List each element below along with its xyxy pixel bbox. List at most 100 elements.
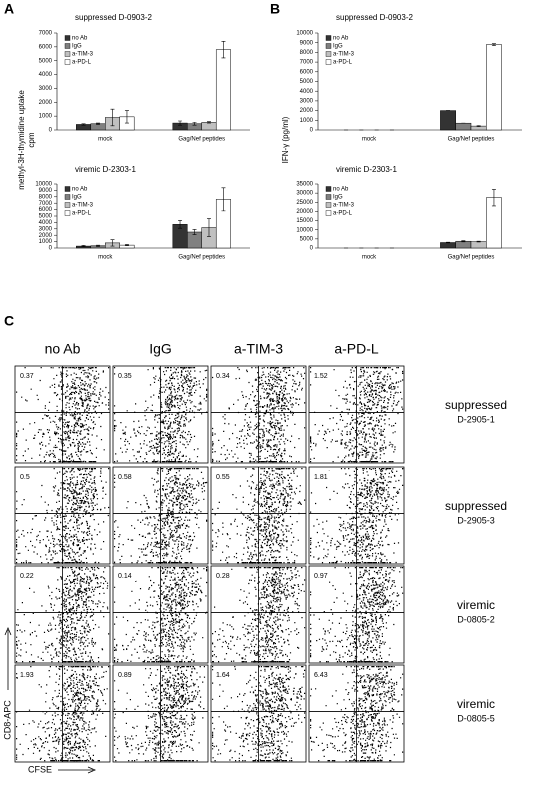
y-tick-label: 6000 <box>39 207 53 213</box>
dots <box>53 468 110 525</box>
label-bg <box>116 471 136 482</box>
y-tick-label: 7000 <box>39 31 53 37</box>
label-bg <box>18 570 38 581</box>
percentage: 0.28 <box>216 573 230 580</box>
percentage: 0.55 <box>216 474 230 481</box>
legend-swatch <box>64 43 71 49</box>
label-bg <box>18 370 38 381</box>
dot-plot <box>212 468 306 564</box>
dots <box>227 567 306 642</box>
y-tick-label: 0 <box>310 128 314 134</box>
column-header: no Ab <box>45 341 81 357</box>
legend-label: no Ab <box>333 187 349 193</box>
dot-plot <box>114 666 206 762</box>
y-tick-label: 4000 <box>39 72 53 78</box>
percentage: 0.89 <box>118 672 132 679</box>
panel-label: B <box>270 1 280 17</box>
legend-label: no Ab <box>72 187 88 193</box>
y-tick-label: 5000 <box>300 236 314 242</box>
error-bar <box>110 239 115 247</box>
bar <box>215 49 231 131</box>
y-axis-label: cpm <box>27 132 36 147</box>
percentage: 0.5 <box>20 474 30 481</box>
dot-plot <box>114 367 208 463</box>
percentage: 0.14 <box>118 573 132 580</box>
dots <box>338 376 397 463</box>
bar <box>201 122 217 131</box>
chart-title: viremic D-2303-1 <box>75 165 136 174</box>
legend-swatch <box>325 51 332 57</box>
y-tick-label: 6000 <box>300 69 314 75</box>
legend-swatch <box>64 194 71 200</box>
legend-swatch <box>325 59 332 65</box>
error-bar <box>491 189 496 207</box>
legend-label: IgG <box>333 195 343 201</box>
dots <box>50 567 109 628</box>
chart-title: viremic D-2303-1 <box>336 165 397 174</box>
y-tick-label: 1000 <box>300 118 314 124</box>
dots <box>16 609 96 663</box>
dot-plot <box>16 367 110 463</box>
y-tick-label: 5000 <box>39 214 53 220</box>
error-bar <box>96 122 101 125</box>
bar <box>455 240 472 249</box>
label-bg <box>116 669 136 680</box>
label-bg <box>214 471 234 482</box>
label-bg <box>214 370 234 381</box>
error-bar <box>192 229 197 235</box>
x-tick-label: Gag/Nef peptides <box>178 255 225 261</box>
legend-label: no Ab <box>333 36 349 42</box>
label-bg <box>214 570 234 581</box>
bar <box>486 44 502 131</box>
label-bg <box>214 669 234 680</box>
y-tick-label: 0 <box>310 246 314 252</box>
x-tick-label: mock <box>362 255 377 261</box>
y-tick-label: 5000 <box>39 58 53 64</box>
error-bar <box>178 120 183 126</box>
label-bg <box>312 370 332 381</box>
y-tick-label: 10000 <box>35 182 52 188</box>
dots <box>114 410 191 463</box>
row-label: D-0805-5 <box>457 713 495 723</box>
y-tick-label: 2000 <box>39 100 53 106</box>
y-tick-label: 8000 <box>39 194 53 200</box>
legend-label: IgG <box>333 44 343 50</box>
percentage: 0.22 <box>20 573 34 580</box>
label-bg <box>312 570 332 581</box>
error-bar <box>192 122 197 126</box>
y-tick-label: 5000 <box>300 79 314 85</box>
label-bg <box>18 471 38 482</box>
legend-swatch <box>64 59 71 65</box>
legend-label: a-PD-L <box>333 60 353 66</box>
y-tick-label: 20000 <box>296 209 313 215</box>
panel-label: A <box>4 1 14 17</box>
y-tick-label: 10000 <box>296 227 313 233</box>
error-bar <box>476 125 481 127</box>
percentage: 6.43 <box>314 672 328 679</box>
error-bar <box>221 187 226 212</box>
legend-label: a-PD-L <box>72 60 92 66</box>
percentage: 0.34 <box>216 373 230 380</box>
error-bar <box>96 244 101 247</box>
x-tick-label: mock <box>362 137 377 143</box>
legend-swatch <box>64 51 71 57</box>
percentage: 1.52 <box>314 373 328 380</box>
dots <box>148 567 207 623</box>
y-tick-label: 2000 <box>39 233 53 239</box>
dots <box>310 567 402 643</box>
y-tick-label: 30000 <box>296 191 313 197</box>
bar <box>440 110 456 131</box>
legend-label: no Ab <box>72 36 88 42</box>
y-tick-label: 0 <box>49 128 53 134</box>
dots <box>144 681 196 762</box>
y-tick-label: 3000 <box>39 226 53 232</box>
row-label: suppressed <box>445 398 507 412</box>
row-label: suppressed <box>445 499 507 513</box>
dots <box>341 367 404 424</box>
legend-swatch <box>325 186 332 192</box>
y-tick-label: 7000 <box>39 201 53 207</box>
dots <box>347 666 404 729</box>
percentage: 0.97 <box>314 573 328 580</box>
dots <box>43 572 109 663</box>
dots <box>344 567 404 629</box>
